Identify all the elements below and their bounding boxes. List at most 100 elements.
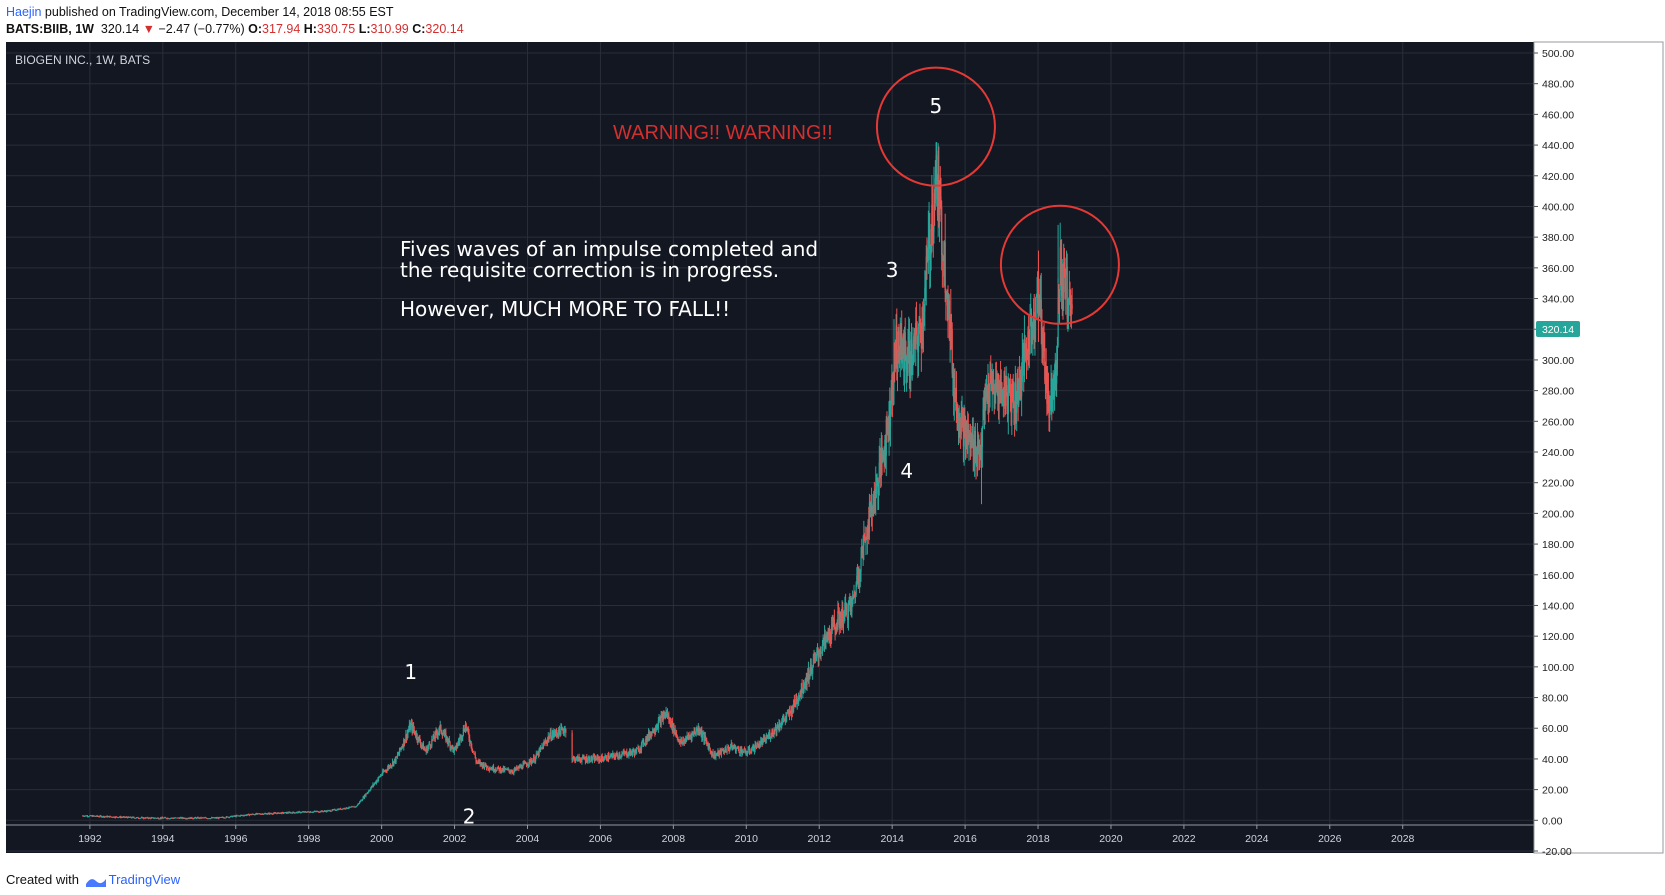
price-axis[interactable]: -20.00 0.00 20.00 40.00 60.00 80.00 100.00 120.… xyxy=(1533,41,1664,858)
candle-body xyxy=(427,747,429,753)
candle-body xyxy=(848,601,850,605)
candle-body xyxy=(669,718,671,726)
candle-body xyxy=(515,767,517,770)
price-tick-label: 260.00 xyxy=(1542,416,1574,428)
candle-body xyxy=(953,387,955,399)
candle-body xyxy=(152,817,155,819)
candle-body xyxy=(927,240,929,261)
candle-body xyxy=(230,815,232,817)
candle-body xyxy=(968,438,970,445)
candle-body xyxy=(276,813,278,815)
candle-body xyxy=(146,817,148,819)
candle-body xyxy=(891,374,894,395)
candle-body xyxy=(789,710,791,712)
candle-body xyxy=(302,811,304,813)
candle-body xyxy=(589,761,591,763)
candle-body xyxy=(868,502,871,533)
candle-body xyxy=(736,747,738,749)
candle-body xyxy=(876,477,878,481)
candle-body xyxy=(930,243,932,255)
author-link[interactable]: Haejin xyxy=(6,5,42,19)
candle-body xyxy=(473,751,475,754)
candle-body xyxy=(453,748,455,752)
candle-body xyxy=(798,696,800,702)
candle-body xyxy=(122,816,124,818)
candle-body xyxy=(493,770,495,772)
time-tick-label: 1994 xyxy=(151,833,175,845)
candle-body xyxy=(527,764,529,766)
candle-body xyxy=(800,683,803,695)
candle-body xyxy=(861,546,864,555)
candle-body xyxy=(503,767,505,771)
time-tick-label: 1992 xyxy=(78,833,102,845)
candle-body xyxy=(912,343,914,362)
candle-body xyxy=(321,810,323,812)
candle-body xyxy=(1038,299,1040,316)
candle-body xyxy=(906,362,908,364)
candle-body xyxy=(90,815,92,817)
candle-body xyxy=(443,733,445,735)
candle-body xyxy=(854,592,856,595)
candle-body xyxy=(983,409,985,418)
candle-body xyxy=(486,765,488,768)
candle-body xyxy=(154,817,156,819)
wave-labels: 1 2 3 4 5 xyxy=(404,94,942,829)
candle-body xyxy=(378,776,380,778)
candle-body xyxy=(191,817,193,819)
candle-body xyxy=(246,814,248,816)
candle-body xyxy=(610,754,612,756)
candle-body xyxy=(855,584,857,595)
candle-body xyxy=(580,760,582,762)
candle-body xyxy=(929,254,932,260)
candle-body xyxy=(186,818,188,820)
candle-body xyxy=(128,816,130,818)
candle-body xyxy=(274,812,276,814)
candle-body xyxy=(1049,399,1051,407)
footer: Created with TradingView xyxy=(6,872,180,888)
candle-body xyxy=(148,817,150,819)
price-tick-label: 380.00 xyxy=(1542,232,1574,244)
candle-body xyxy=(951,329,953,374)
candle-body xyxy=(904,332,906,353)
candle-body xyxy=(461,737,463,739)
candle-body xyxy=(291,812,293,814)
candle-body xyxy=(262,814,265,815)
candle-body xyxy=(368,790,370,793)
candle-body xyxy=(788,711,790,716)
candle-body xyxy=(328,810,331,812)
candle-body xyxy=(196,817,199,819)
candle-body xyxy=(997,386,999,397)
candle-body xyxy=(219,817,221,818)
candle-body xyxy=(787,711,789,713)
price-tick-label: 20.00 xyxy=(1542,785,1568,797)
candle-body xyxy=(518,766,520,769)
candle-body xyxy=(717,750,719,754)
candle-body xyxy=(446,736,448,742)
candle-body xyxy=(748,747,751,752)
candle-body xyxy=(353,806,355,808)
time-axis[interactable]: 1992 1994 1996 1998 2000 2002 2004 2006 2008 2010… xyxy=(6,824,1534,845)
candle-body xyxy=(603,759,605,760)
candle-body xyxy=(286,812,288,814)
candle-body xyxy=(681,740,683,744)
candle-body xyxy=(560,727,563,729)
candle-body xyxy=(938,175,940,216)
tradingview-link[interactable]: TradingView xyxy=(108,872,181,887)
candle-body xyxy=(213,817,215,819)
candle-body xyxy=(938,190,941,216)
candle-body xyxy=(229,816,231,818)
candle-body xyxy=(390,766,392,768)
candle-body xyxy=(1035,297,1037,321)
candle-body xyxy=(121,817,124,819)
candle-body xyxy=(397,754,399,756)
candle-body xyxy=(381,774,383,776)
candle-body xyxy=(718,751,720,755)
candle-body xyxy=(650,734,652,737)
candle-body xyxy=(762,739,764,745)
candle-body xyxy=(196,817,198,819)
candle-body xyxy=(457,741,460,743)
candle-body xyxy=(971,433,973,447)
candle-body xyxy=(354,806,356,808)
candle-body xyxy=(259,813,261,815)
